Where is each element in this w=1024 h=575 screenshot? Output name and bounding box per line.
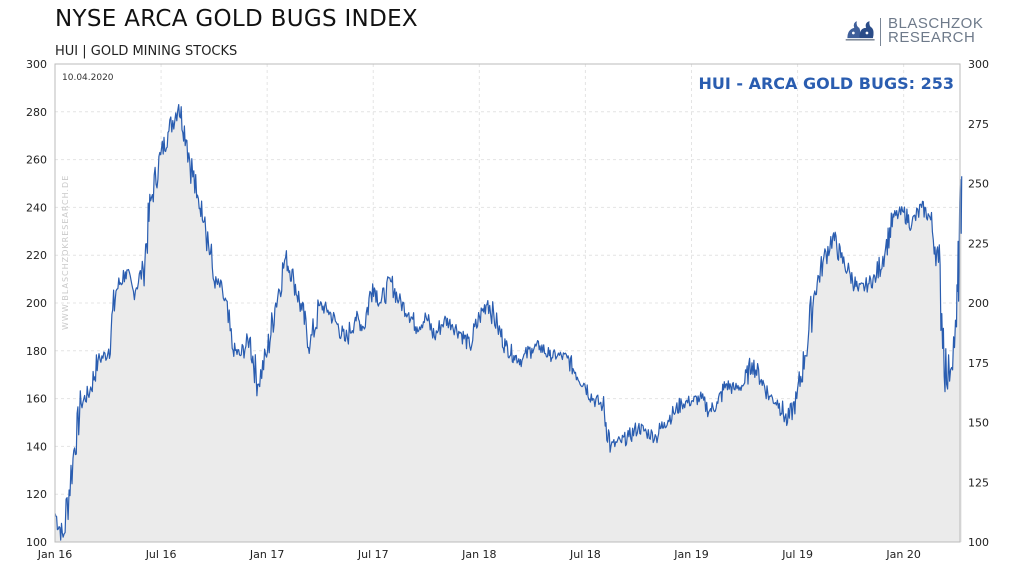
plot-frame — [54, 63, 961, 543]
x-tick-label: Jan 18 — [461, 548, 496, 561]
page-subtitle: HUI | GOLD MINING STOCKS — [55, 44, 238, 59]
bull-bear-icon — [845, 21, 875, 41]
logo-line-1: BLASCHZOK — [888, 15, 984, 32]
x-tick-label: Jul 16 — [145, 548, 177, 561]
x-tick-label: Jan 19 — [673, 548, 708, 561]
x-tick-label: Jul 17 — [357, 548, 389, 561]
y-left-tick-label: 120 — [26, 488, 47, 501]
y-right-tick-label: 150 — [968, 417, 989, 430]
chart-annotation: HUI - ARCA GOLD BUGS: 253 — [698, 74, 954, 93]
y-left-tick-label: 160 — [26, 393, 47, 406]
y-left-tick-label: 100 — [26, 536, 47, 549]
x-tick-label: Jul 19 — [781, 548, 813, 561]
x-tick-label: Jan 17 — [249, 548, 284, 561]
y-right-tick-label: 250 — [968, 178, 989, 191]
y-right-tick-label: 225 — [968, 237, 989, 250]
y-right-tick-label: 200 — [968, 297, 989, 310]
x-tick-label: Jul 18 — [569, 548, 601, 561]
y-left-tick-label: 180 — [26, 345, 47, 358]
logo-line-2: RESEARCH — [888, 29, 976, 46]
y-right-tick-label: 100 — [968, 536, 989, 549]
chart-watermark: WWW.BLASCHZOKRESEARCH.DE — [61, 175, 70, 330]
y-right-tick-label: 125 — [968, 476, 989, 489]
y-left-tick-label: 220 — [26, 249, 47, 262]
x-tick-label: Jan 16 — [37, 548, 72, 561]
y-right-tick-label: 300 — [968, 58, 989, 71]
y-left-tick-label: 200 — [26, 297, 47, 310]
page-title: NYSE ARCA GOLD BUGS INDEX — [55, 6, 418, 32]
y-left-tick-label: 140 — [26, 440, 47, 453]
y-left-tick-label: 300 — [26, 58, 47, 71]
chart-date-label: 10.04.2020 — [62, 73, 114, 83]
logo-separator — [880, 18, 881, 46]
y-left-tick-label: 260 — [26, 154, 47, 167]
y-right-tick-label: 175 — [968, 357, 989, 370]
y-left-tick-label: 280 — [26, 106, 47, 119]
y-left-tick-label: 240 — [26, 201, 47, 214]
x-tick-label: Jan 20 — [885, 548, 920, 561]
y-right-tick-label: 275 — [968, 118, 989, 131]
chart-axes: 100 120 140 160 180 200 220 240 260 280 300 100 125 1… — [26, 58, 989, 561]
logo-text: BLASCHZOK RESEARCH — [888, 15, 984, 46]
series-area — [55, 104, 962, 542]
series-line — [54, 104, 963, 541]
